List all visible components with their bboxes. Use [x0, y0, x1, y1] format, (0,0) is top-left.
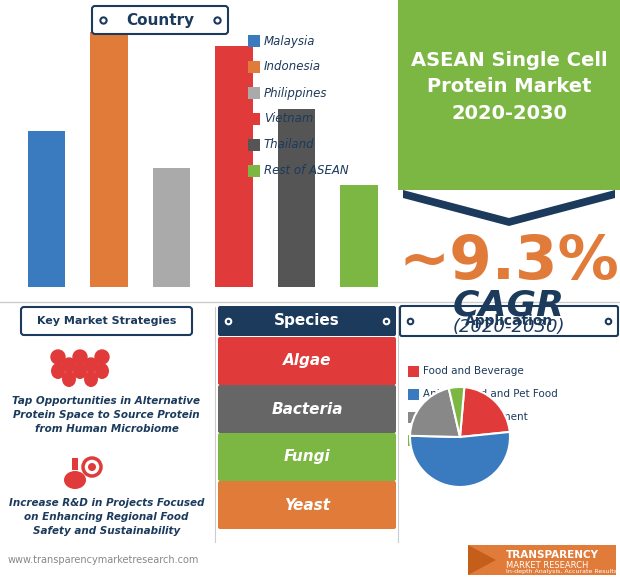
Ellipse shape: [73, 363, 87, 379]
Wedge shape: [460, 387, 510, 437]
FancyBboxPatch shape: [218, 385, 396, 433]
FancyBboxPatch shape: [21, 307, 192, 335]
Text: Vietnam: Vietnam: [264, 113, 313, 125]
Text: Key Market Strategies: Key Market Strategies: [37, 316, 176, 326]
Wedge shape: [410, 388, 460, 437]
FancyBboxPatch shape: [218, 337, 396, 385]
Text: Thailand: Thailand: [264, 139, 314, 151]
Text: Animal Feed and Pet Food: Animal Feed and Pet Food: [423, 389, 558, 399]
Text: www.transparencymarketresearch.com: www.transparencymarketresearch.com: [8, 555, 200, 565]
Text: Others: Others: [423, 435, 458, 445]
Circle shape: [73, 350, 87, 364]
Polygon shape: [403, 190, 615, 226]
Text: In-depth Analysis, Accurate Results: In-depth Analysis, Accurate Results: [506, 570, 617, 575]
FancyBboxPatch shape: [218, 481, 396, 529]
FancyBboxPatch shape: [218, 433, 396, 481]
Bar: [153, 168, 190, 287]
Circle shape: [95, 350, 109, 364]
Ellipse shape: [62, 371, 76, 387]
Bar: [278, 108, 315, 287]
Text: Bacteria: Bacteria: [272, 401, 343, 416]
FancyBboxPatch shape: [468, 545, 616, 575]
Ellipse shape: [84, 371, 98, 387]
Text: CAGR: CAGR: [453, 288, 565, 322]
Text: Country: Country: [126, 13, 194, 27]
Bar: [248, 113, 260, 125]
Text: Food and Beverage: Food and Beverage: [423, 366, 524, 376]
Text: Application: Application: [465, 314, 553, 328]
Bar: [248, 35, 260, 47]
Text: Dietary Supplement: Dietary Supplement: [423, 412, 528, 422]
FancyBboxPatch shape: [92, 6, 228, 34]
Text: Tap Opportunities in Alternative
Protein Space to Source Protein
from Human Micr: Tap Opportunities in Alternative Protein…: [12, 396, 200, 434]
Bar: [215, 46, 252, 287]
Text: MARKET RESEARCH: MARKET RESEARCH: [506, 561, 588, 571]
Text: Algae: Algae: [283, 353, 331, 368]
Text: ~9.3%: ~9.3%: [399, 233, 619, 292]
Text: TRANSPARENCY: TRANSPARENCY: [506, 550, 599, 560]
Text: Indonesia: Indonesia: [264, 60, 321, 74]
Polygon shape: [468, 545, 496, 575]
Bar: [408, 389, 419, 400]
Ellipse shape: [95, 363, 109, 379]
Bar: [248, 61, 260, 73]
Bar: [72, 458, 78, 470]
Circle shape: [84, 358, 98, 372]
Bar: [408, 412, 419, 423]
Text: Increase R&D in Projects Focused
on Enhancing Regional Food
Safety and Sustainab: Increase R&D in Projects Focused on Enha…: [9, 498, 204, 536]
Text: Yeast: Yeast: [284, 498, 330, 513]
Bar: [408, 366, 419, 377]
Text: (2020-2030): (2020-2030): [453, 318, 565, 336]
Text: Fungi: Fungi: [283, 450, 330, 465]
Wedge shape: [410, 432, 510, 487]
FancyBboxPatch shape: [398, 0, 620, 190]
Ellipse shape: [51, 363, 65, 379]
Bar: [90, 32, 128, 287]
Bar: [340, 185, 378, 287]
Ellipse shape: [64, 471, 86, 489]
Text: ASEAN Single Cell
Protein Market
2020-2030: ASEAN Single Cell Protein Market 2020-20…: [410, 51, 608, 123]
Circle shape: [62, 358, 76, 372]
Circle shape: [88, 463, 96, 471]
FancyBboxPatch shape: [218, 306, 396, 336]
Bar: [248, 87, 260, 99]
Text: Rest of ASEAN: Rest of ASEAN: [264, 165, 348, 177]
Text: Species: Species: [274, 314, 340, 328]
Text: Malaysia: Malaysia: [264, 34, 316, 48]
FancyBboxPatch shape: [400, 306, 618, 336]
Bar: [408, 435, 419, 446]
Wedge shape: [449, 387, 464, 437]
Circle shape: [51, 350, 65, 364]
Bar: [27, 131, 65, 287]
Bar: [248, 165, 260, 177]
Bar: [248, 139, 260, 151]
Text: Philippines: Philippines: [264, 86, 327, 100]
